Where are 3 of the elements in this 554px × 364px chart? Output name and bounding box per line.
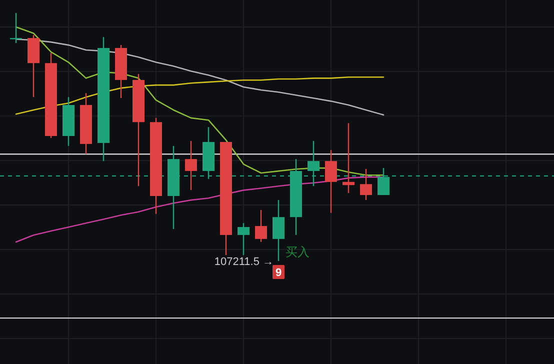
text: 9: [275, 267, 282, 279]
annotation: 买入: [286, 245, 310, 259]
annotation: 107211.5 →: [214, 256, 274, 268]
